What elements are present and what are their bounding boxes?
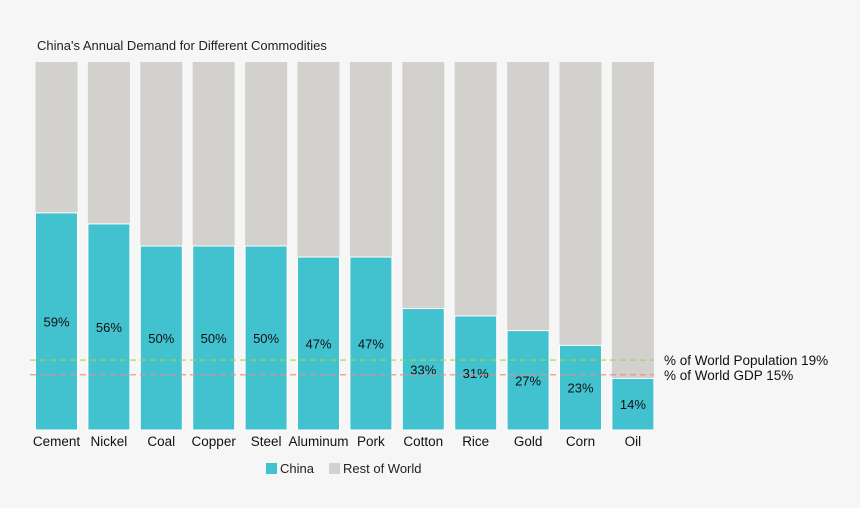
bar-rest-of-world-cotton bbox=[402, 62, 445, 309]
bar-rest-of-world-nickel bbox=[87, 62, 130, 224]
category-label-steel: Steel bbox=[251, 434, 282, 449]
data-label-coal: 50% bbox=[148, 331, 174, 346]
bar-china-copper bbox=[192, 245, 236, 431]
legend: China Rest of World bbox=[266, 461, 422, 476]
bar-china-coal bbox=[139, 245, 183, 431]
bar-china-oil bbox=[611, 377, 655, 431]
data-label-cement: 59% bbox=[43, 314, 69, 329]
data-label-copper: 50% bbox=[201, 331, 227, 346]
bar-china-nickel bbox=[87, 223, 131, 431]
category-label-cement: Cement bbox=[33, 434, 81, 449]
bar-china-cement bbox=[35, 212, 78, 431]
legend-label-china: China bbox=[280, 461, 315, 476]
reference-label-population: % of World Population 19% bbox=[664, 353, 828, 368]
legend-swatch-china bbox=[266, 463, 277, 474]
data-label-cotton: 33% bbox=[410, 362, 436, 377]
category-label-corn: Corn bbox=[566, 434, 595, 449]
category-label-nickel: Nickel bbox=[91, 434, 128, 449]
bar-rest-of-world-oil bbox=[611, 62, 654, 379]
chart-title: China's Annual Demand for Different Comm… bbox=[37, 38, 327, 53]
data-label-pork: 47% bbox=[358, 337, 384, 352]
bar-rest-of-world-pork bbox=[349, 62, 392, 258]
category-label-gold: Gold bbox=[514, 434, 543, 449]
bars: 59% 56% 50% 50% 50% 47% 47% 33% 31% 27% 23% 14% bbox=[35, 62, 655, 431]
data-label-steel: 50% bbox=[253, 331, 279, 346]
data-label-corn: 23% bbox=[567, 381, 593, 396]
category-label-cotton: Cotton bbox=[403, 434, 443, 449]
category-label-coal: Coal bbox=[147, 434, 175, 449]
category-label-aluminum: Aluminum bbox=[288, 434, 348, 449]
bar-rest-of-world-steel bbox=[245, 62, 288, 246]
bar-china-gold bbox=[506, 330, 550, 431]
bar-rest-of-world-aluminum bbox=[297, 62, 340, 258]
reference-lines: % of World Population 19%% of World GDP … bbox=[30, 353, 828, 383]
legend-label-rest-of-world: Rest of World bbox=[343, 461, 422, 476]
bar-rest-of-world-gold bbox=[507, 62, 550, 331]
bar-rest-of-world-cement bbox=[35, 62, 78, 213]
bar-rest-of-world-copper bbox=[192, 62, 235, 246]
category-label-oil: Oil bbox=[625, 434, 642, 449]
data-label-aluminum: 47% bbox=[305, 337, 331, 352]
bar-china-corn bbox=[559, 344, 602, 431]
category-label-pork: Pork bbox=[357, 434, 385, 449]
data-label-rice: 31% bbox=[463, 366, 489, 381]
data-label-oil: 14% bbox=[620, 397, 646, 412]
category-label-copper: Copper bbox=[192, 434, 237, 449]
bar-china-pork bbox=[349, 256, 393, 431]
legend-swatch-rest-of-world bbox=[329, 463, 340, 474]
bar-rest-of-world-corn bbox=[559, 62, 602, 346]
bar-china-rice bbox=[454, 315, 498, 431]
bar-china-cotton bbox=[401, 308, 445, 431]
data-label-gold: 27% bbox=[515, 373, 541, 388]
reference-label-gdp: % of World GDP 15% bbox=[664, 368, 793, 383]
bar-rest-of-world-coal bbox=[140, 62, 183, 246]
data-label-nickel: 56% bbox=[96, 320, 122, 335]
category-labels: Cement Nickel Coal Copper Steel Aluminum Pork C… bbox=[33, 434, 641, 449]
category-label-rice: Rice bbox=[462, 434, 489, 449]
bar-china-aluminum bbox=[297, 256, 340, 431]
bar-china-steel bbox=[244, 245, 288, 431]
bar-rest-of-world-rice bbox=[454, 62, 497, 316]
